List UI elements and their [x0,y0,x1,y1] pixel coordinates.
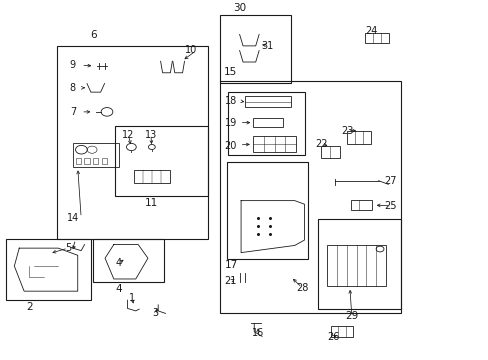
Text: 27: 27 [384,176,396,186]
Text: 5: 5 [65,243,71,253]
Bar [57,45,207,239]
Bar [330,325,352,337]
Text: 11: 11 [145,198,158,208]
Text: 3: 3 [152,308,159,318]
Bar [75,158,81,165]
Bar [321,146,339,158]
Text: 28: 28 [295,283,307,293]
Bar [253,118,282,127]
Text: 10: 10 [184,45,197,55]
Bar [253,136,296,152]
Text: 4: 4 [115,258,122,268]
Text: 15: 15 [224,67,237,77]
Bar [115,126,207,196]
Text: 8: 8 [70,83,76,93]
Bar [350,200,371,210]
Bar [317,220,400,309]
Text: 29: 29 [345,311,358,320]
Bar [228,92,305,155]
Text: 4: 4 [115,284,122,294]
Bar [327,245,385,286]
Bar [93,158,98,165]
Bar [133,170,170,183]
Text: 2: 2 [26,302,33,312]
Text: 12: 12 [122,130,134,140]
Text: 18: 18 [224,96,237,106]
Bar [73,143,119,167]
Text: 17: 17 [225,260,238,270]
Bar [84,158,89,165]
Text: 31: 31 [261,41,273,50]
Text: 24: 24 [365,26,377,36]
Text: 9: 9 [70,60,76,70]
Text: 19: 19 [224,118,237,128]
Bar [244,96,290,107]
Text: 13: 13 [144,130,157,140]
Text: 21: 21 [224,276,237,286]
Text: 1: 1 [129,293,135,303]
Bar [93,239,163,282]
Bar [220,15,290,83]
Text: 14: 14 [66,213,79,223]
Text: 16: 16 [251,328,264,338]
Text: 7: 7 [70,107,76,117]
Text: 22: 22 [315,139,327,149]
Text: 30: 30 [233,3,245,13]
Text: 23: 23 [341,126,353,135]
Bar [346,131,370,144]
Text: 26: 26 [326,332,339,342]
Text: 20: 20 [224,141,237,151]
Bar [227,162,307,259]
Text: 6: 6 [90,30,97,40]
Bar [220,81,400,313]
Text: 25: 25 [384,201,396,211]
Bar [5,239,91,300]
Bar [102,158,107,165]
Bar [364,33,388,43]
